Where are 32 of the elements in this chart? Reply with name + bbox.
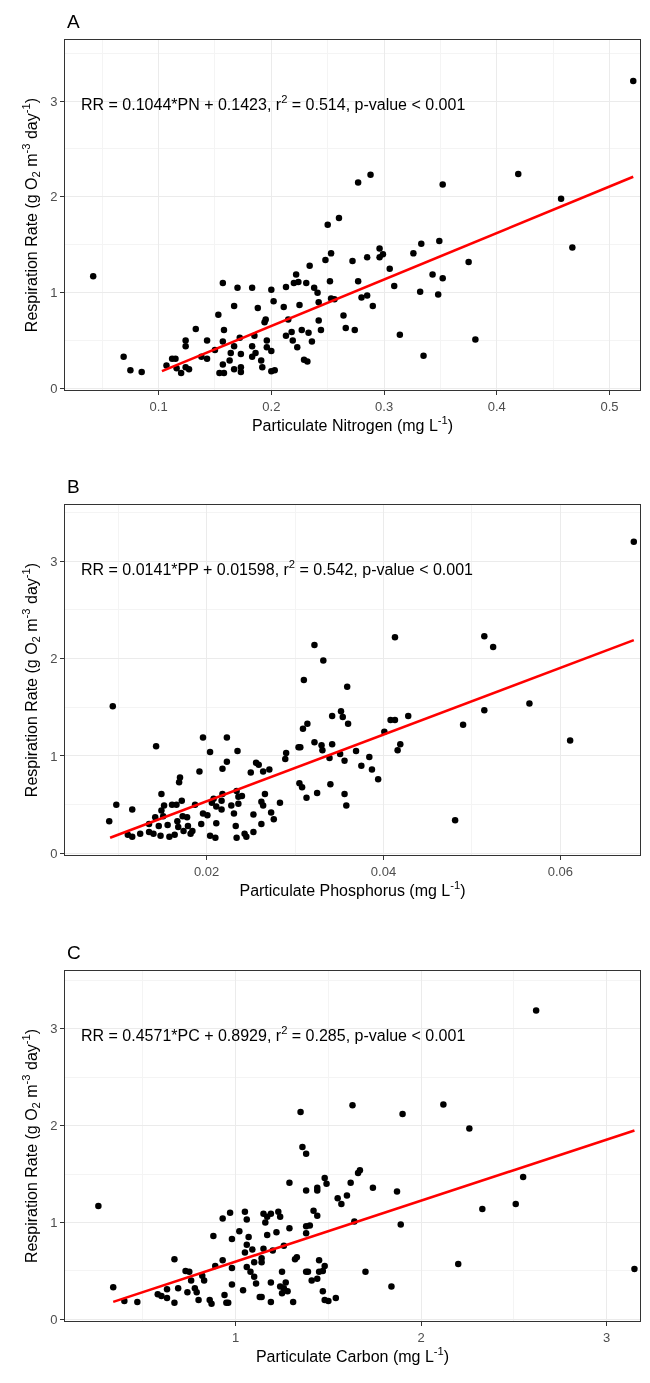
x-tick-label: 0.06: [547, 863, 574, 879]
x-tick-label: 0.4: [487, 398, 506, 414]
x-axis-title: Particulate Nitrogen (mg L$^{-1}$): [251, 413, 454, 434]
x-axis-title: Particulate Phosphorus (mg L$^{-1}$): [239, 878, 466, 899]
y-tick-label: 2: [50, 1118, 58, 1134]
annotation: RR = 0.4571*PC + 0.8929, r$^{2}$ = 0.285, p-value < 0.001: [81, 1024, 466, 1044]
x-tick-label: 0.2: [262, 398, 281, 414]
chart-title: C: [67, 942, 81, 963]
x-tick-label: 0.3: [375, 398, 394, 414]
x-tick-label: 2: [417, 1329, 425, 1345]
y-tick-label: 2: [50, 189, 58, 205]
annotation: RR = 0.0141*PP + 0.01598, r$^{2}$ = 0.542, p-value < 0.001: [81, 558, 474, 578]
x-tick-label: 1: [232, 1329, 240, 1345]
x-tick-label: 3: [602, 1329, 611, 1345]
y-tick-label: 3: [50, 93, 58, 109]
y-tick-label: 0: [50, 380, 58, 396]
chart-title: B: [67, 476, 80, 497]
y-tick-label: 1: [50, 285, 58, 301]
chart-title: A: [67, 11, 80, 32]
x-tick-label: 0.5: [600, 398, 619, 414]
x-axis-title: Particulate Carbon (mg L$^{-1}$): [255, 1344, 450, 1365]
y-tick-label: 1: [50, 748, 58, 764]
annotation: RR = 0.1044*PN + 0.1423, r$^{2}$ = 0.514, p-value < 0.001: [81, 93, 466, 113]
y-tick-label: 3: [50, 553, 58, 569]
x-tick-label: 0.1: [149, 398, 168, 414]
x-tick-label: 0.02: [193, 863, 220, 879]
y-tick-label: 0: [50, 1311, 58, 1327]
y-tick-label: 2: [50, 651, 58, 667]
y-tick-label: 0: [50, 845, 58, 861]
y-tick-label: 1: [50, 1215, 58, 1231]
x-tick-label: 0.04: [370, 863, 397, 879]
y-tick-label: 3: [50, 1021, 58, 1037]
